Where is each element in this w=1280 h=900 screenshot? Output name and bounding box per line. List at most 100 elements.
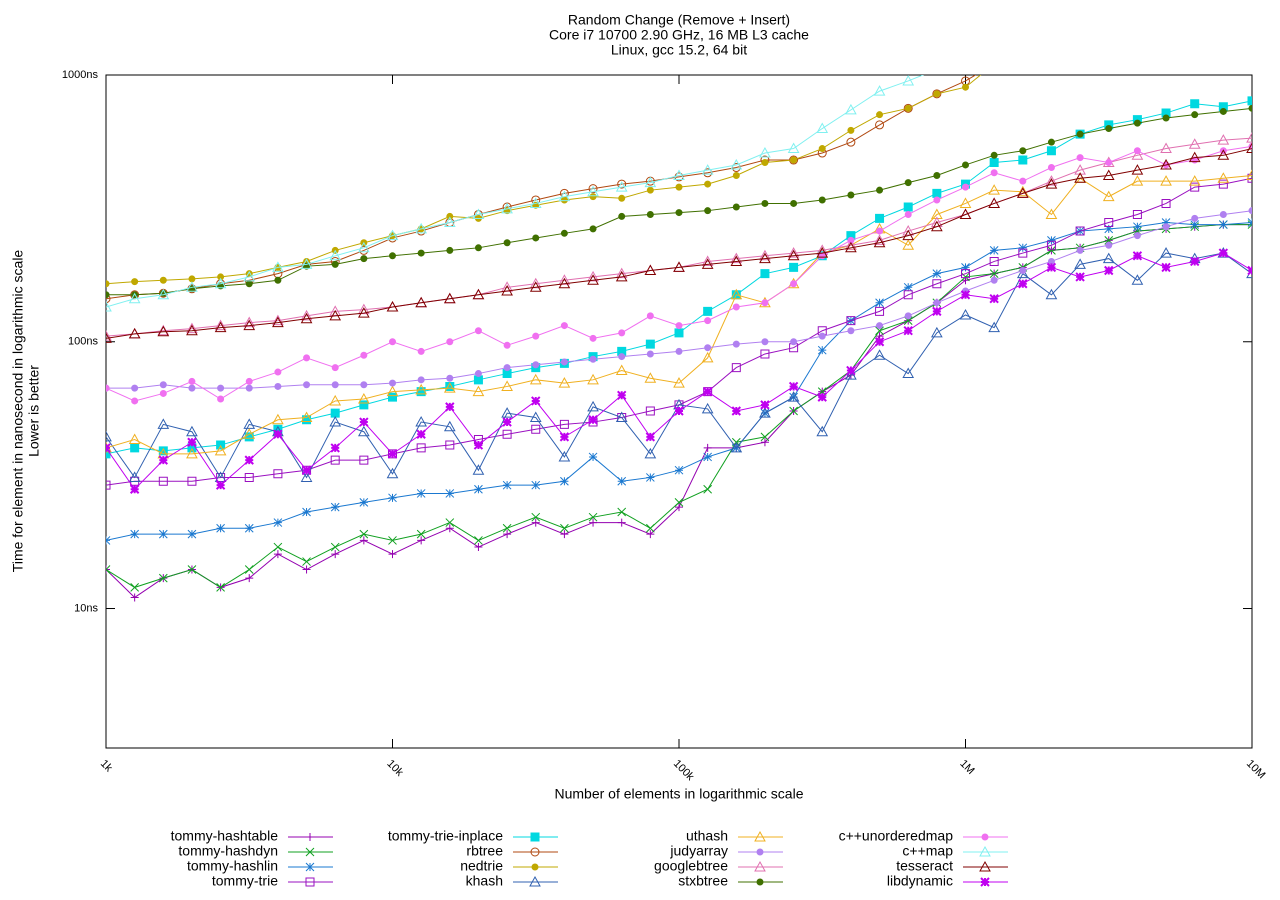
legend-marker bbox=[756, 878, 764, 886]
point bbox=[1018, 279, 1028, 289]
point bbox=[644, 372, 657, 383]
point bbox=[560, 358, 568, 366]
point bbox=[1047, 138, 1055, 146]
point bbox=[932, 269, 942, 279]
legend-marker bbox=[305, 877, 315, 887]
point bbox=[243, 270, 256, 282]
point bbox=[704, 180, 712, 188]
point bbox=[559, 432, 570, 442]
point bbox=[359, 400, 369, 410]
point bbox=[243, 319, 256, 331]
point bbox=[386, 467, 399, 479]
point bbox=[618, 353, 626, 361]
point bbox=[415, 416, 428, 427]
point bbox=[443, 420, 456, 432]
point bbox=[245, 280, 253, 288]
point bbox=[646, 210, 654, 218]
point bbox=[761, 199, 769, 207]
point bbox=[704, 344, 712, 352]
y-tick-label: 10ns bbox=[74, 602, 98, 614]
y-tick-label: 100ns bbox=[68, 336, 98, 348]
point bbox=[587, 270, 599, 282]
point bbox=[674, 498, 684, 507]
point bbox=[130, 583, 140, 592]
legend-label: libdynamic bbox=[887, 873, 953, 889]
point bbox=[673, 261, 685, 272]
point bbox=[106, 294, 111, 304]
point bbox=[187, 437, 197, 447]
point bbox=[388, 493, 397, 503]
point bbox=[187, 476, 197, 486]
point bbox=[1016, 185, 1029, 197]
point bbox=[532, 332, 540, 340]
point bbox=[875, 326, 884, 336]
point bbox=[186, 447, 198, 459]
legend-marker bbox=[305, 862, 315, 872]
point bbox=[188, 275, 196, 283]
point bbox=[645, 473, 655, 482]
point bbox=[761, 158, 769, 166]
point bbox=[730, 252, 743, 264]
x-tick-label: 10k bbox=[384, 758, 405, 779]
point bbox=[990, 151, 998, 159]
point bbox=[932, 64, 942, 73]
point bbox=[1104, 224, 1114, 234]
point bbox=[386, 229, 399, 241]
legend-label: khash bbox=[466, 873, 503, 889]
point bbox=[589, 355, 597, 363]
point bbox=[273, 550, 282, 559]
legend-marker bbox=[979, 845, 991, 857]
point bbox=[445, 402, 455, 412]
point bbox=[1188, 138, 1201, 149]
point bbox=[158, 476, 168, 486]
point bbox=[615, 270, 628, 282]
point bbox=[558, 377, 571, 388]
legend-label: tommy-hashdyn bbox=[178, 843, 278, 859]
point bbox=[874, 337, 885, 347]
point bbox=[645, 339, 655, 349]
point bbox=[329, 249, 342, 261]
point bbox=[644, 176, 657, 188]
point bbox=[360, 381, 368, 389]
point bbox=[531, 512, 541, 522]
point bbox=[704, 317, 712, 325]
point bbox=[186, 322, 198, 334]
point bbox=[1074, 172, 1086, 183]
point bbox=[674, 328, 684, 338]
point bbox=[560, 196, 568, 204]
point bbox=[732, 340, 740, 348]
point bbox=[989, 269, 999, 279]
point bbox=[1133, 119, 1141, 127]
point bbox=[645, 406, 655, 416]
point bbox=[845, 241, 857, 253]
point bbox=[331, 381, 339, 389]
point bbox=[187, 565, 197, 574]
point bbox=[329, 394, 342, 406]
point bbox=[701, 351, 714, 363]
point bbox=[1219, 210, 1227, 218]
point bbox=[445, 518, 455, 527]
legend-label: tommy-hashlin bbox=[187, 858, 278, 874]
point bbox=[902, 229, 915, 241]
x-tick-label: 1k bbox=[98, 758, 115, 775]
point bbox=[130, 443, 140, 453]
point bbox=[529, 281, 542, 292]
point bbox=[445, 440, 455, 450]
point bbox=[106, 443, 111, 453]
point bbox=[357, 425, 370, 437]
series-line bbox=[106, 75, 982, 285]
point bbox=[761, 338, 769, 346]
point bbox=[1074, 258, 1086, 269]
series-line bbox=[106, 210, 1252, 389]
point bbox=[1045, 288, 1058, 300]
point bbox=[701, 164, 714, 175]
point bbox=[188, 377, 196, 385]
point bbox=[675, 209, 683, 217]
point bbox=[159, 276, 167, 284]
point bbox=[618, 212, 626, 220]
legend-marker bbox=[981, 833, 989, 841]
point bbox=[847, 126, 855, 134]
legend-marker bbox=[756, 848, 764, 856]
point bbox=[816, 247, 829, 258]
point bbox=[702, 386, 713, 397]
